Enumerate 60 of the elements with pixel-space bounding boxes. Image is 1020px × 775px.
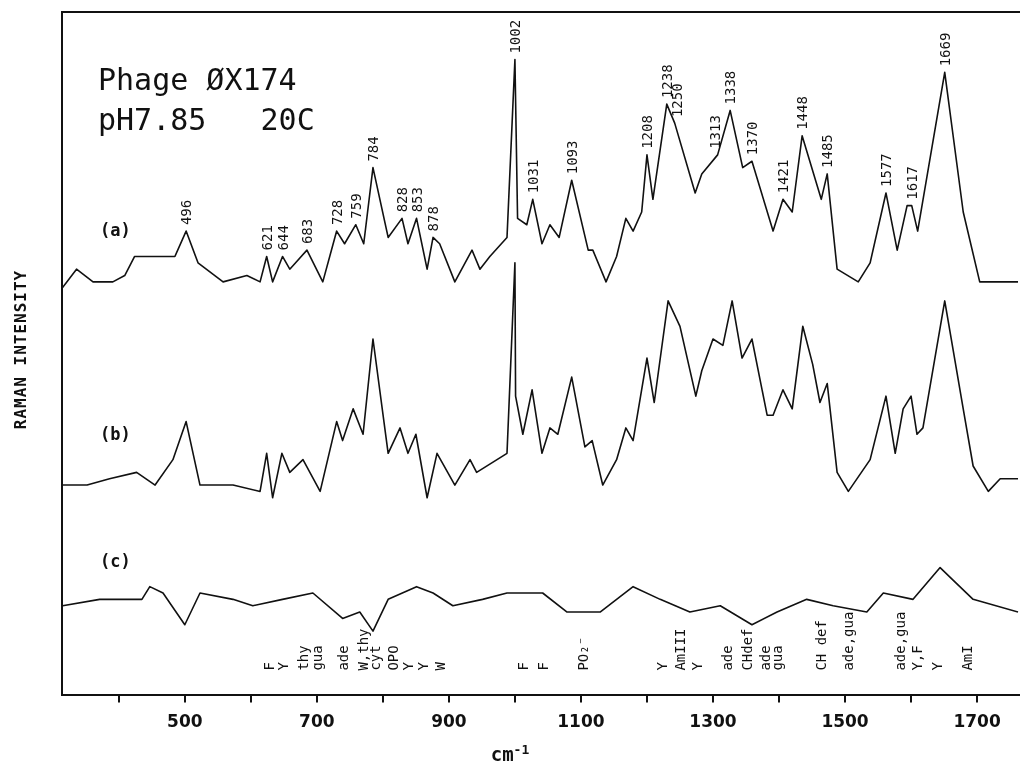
annotation: 1002 bbox=[506, 19, 523, 54]
annotation: W bbox=[432, 661, 448, 671]
annotation: Y bbox=[929, 661, 945, 671]
annotation: F bbox=[515, 662, 531, 671]
annotation: 1208 bbox=[638, 115, 655, 149]
annotation: thy bbox=[295, 645, 311, 671]
annotation: OPO bbox=[385, 645, 401, 671]
annotation: F bbox=[261, 662, 277, 671]
annotation: 759 bbox=[347, 193, 364, 219]
y-axis-title: RAMAN INTENSITY bbox=[10, 268, 30, 432]
annotation: CH def bbox=[813, 620, 829, 671]
series-label: (a) bbox=[100, 220, 131, 241]
annotation: 1370 bbox=[743, 121, 760, 156]
annotation: 784 bbox=[364, 136, 381, 162]
annotation: Y,F bbox=[909, 645, 925, 671]
annotation: PO₂⁻ bbox=[575, 636, 591, 671]
annotation: 644 bbox=[274, 225, 291, 251]
annotation: Y bbox=[654, 661, 670, 671]
annotation: 1313 bbox=[706, 115, 723, 149]
x-tick-label: 1700 bbox=[953, 711, 1001, 732]
x-axis-title: cm$^{-1}$ bbox=[489, 742, 531, 766]
annotation: 1617 bbox=[903, 165, 920, 200]
x-tick-label: 500 bbox=[167, 711, 203, 732]
annotation: 621 bbox=[258, 225, 275, 251]
annotation: F bbox=[535, 662, 551, 671]
annotation: 1421 bbox=[774, 159, 791, 194]
x-tick-label: 1100 bbox=[557, 711, 605, 732]
annotation: 828 bbox=[394, 187, 411, 213]
annotation: 728 bbox=[328, 199, 345, 226]
annotation: AmI bbox=[959, 645, 975, 671]
annotation: ade bbox=[719, 645, 735, 671]
annotation: 1577 bbox=[877, 153, 894, 187]
annotation: Y bbox=[400, 661, 416, 671]
annotation: 853 bbox=[408, 187, 425, 213]
annotation: 496 bbox=[178, 199, 195, 226]
series-label: (b) bbox=[100, 423, 131, 444]
annotation: AmIII bbox=[672, 628, 688, 671]
chart-title: Phage ØX174 bbox=[98, 62, 297, 97]
x-tick-label: 900 bbox=[431, 711, 467, 732]
x-tick-label: 700 bbox=[299, 711, 335, 732]
annotation: 1669 bbox=[936, 32, 953, 67]
series-label: (c) bbox=[100, 550, 131, 571]
annotation: CHdef bbox=[739, 628, 755, 671]
annotation: 1485 bbox=[819, 134, 836, 168]
annotation: Y bbox=[275, 661, 291, 671]
annotation: 683 bbox=[298, 218, 315, 245]
x-tick-label: 1300 bbox=[689, 711, 737, 732]
annotation: ade,gua bbox=[892, 611, 908, 671]
annotation: 1338 bbox=[722, 70, 739, 105]
annotation: 1093 bbox=[563, 140, 580, 175]
text: pH7.85 20C bbox=[98, 102, 315, 137]
annotation: W,thy bbox=[355, 628, 371, 671]
annotation: Y bbox=[689, 661, 705, 671]
annotation: Y bbox=[415, 661, 431, 671]
annotation: ade,gua bbox=[840, 611, 856, 671]
annotation: 1031 bbox=[524, 159, 541, 194]
x-tick-label: 1500 bbox=[821, 711, 869, 732]
annotation: ade bbox=[335, 645, 351, 671]
annotation: 878 bbox=[425, 206, 442, 232]
annotation: 1448 bbox=[794, 96, 811, 130]
